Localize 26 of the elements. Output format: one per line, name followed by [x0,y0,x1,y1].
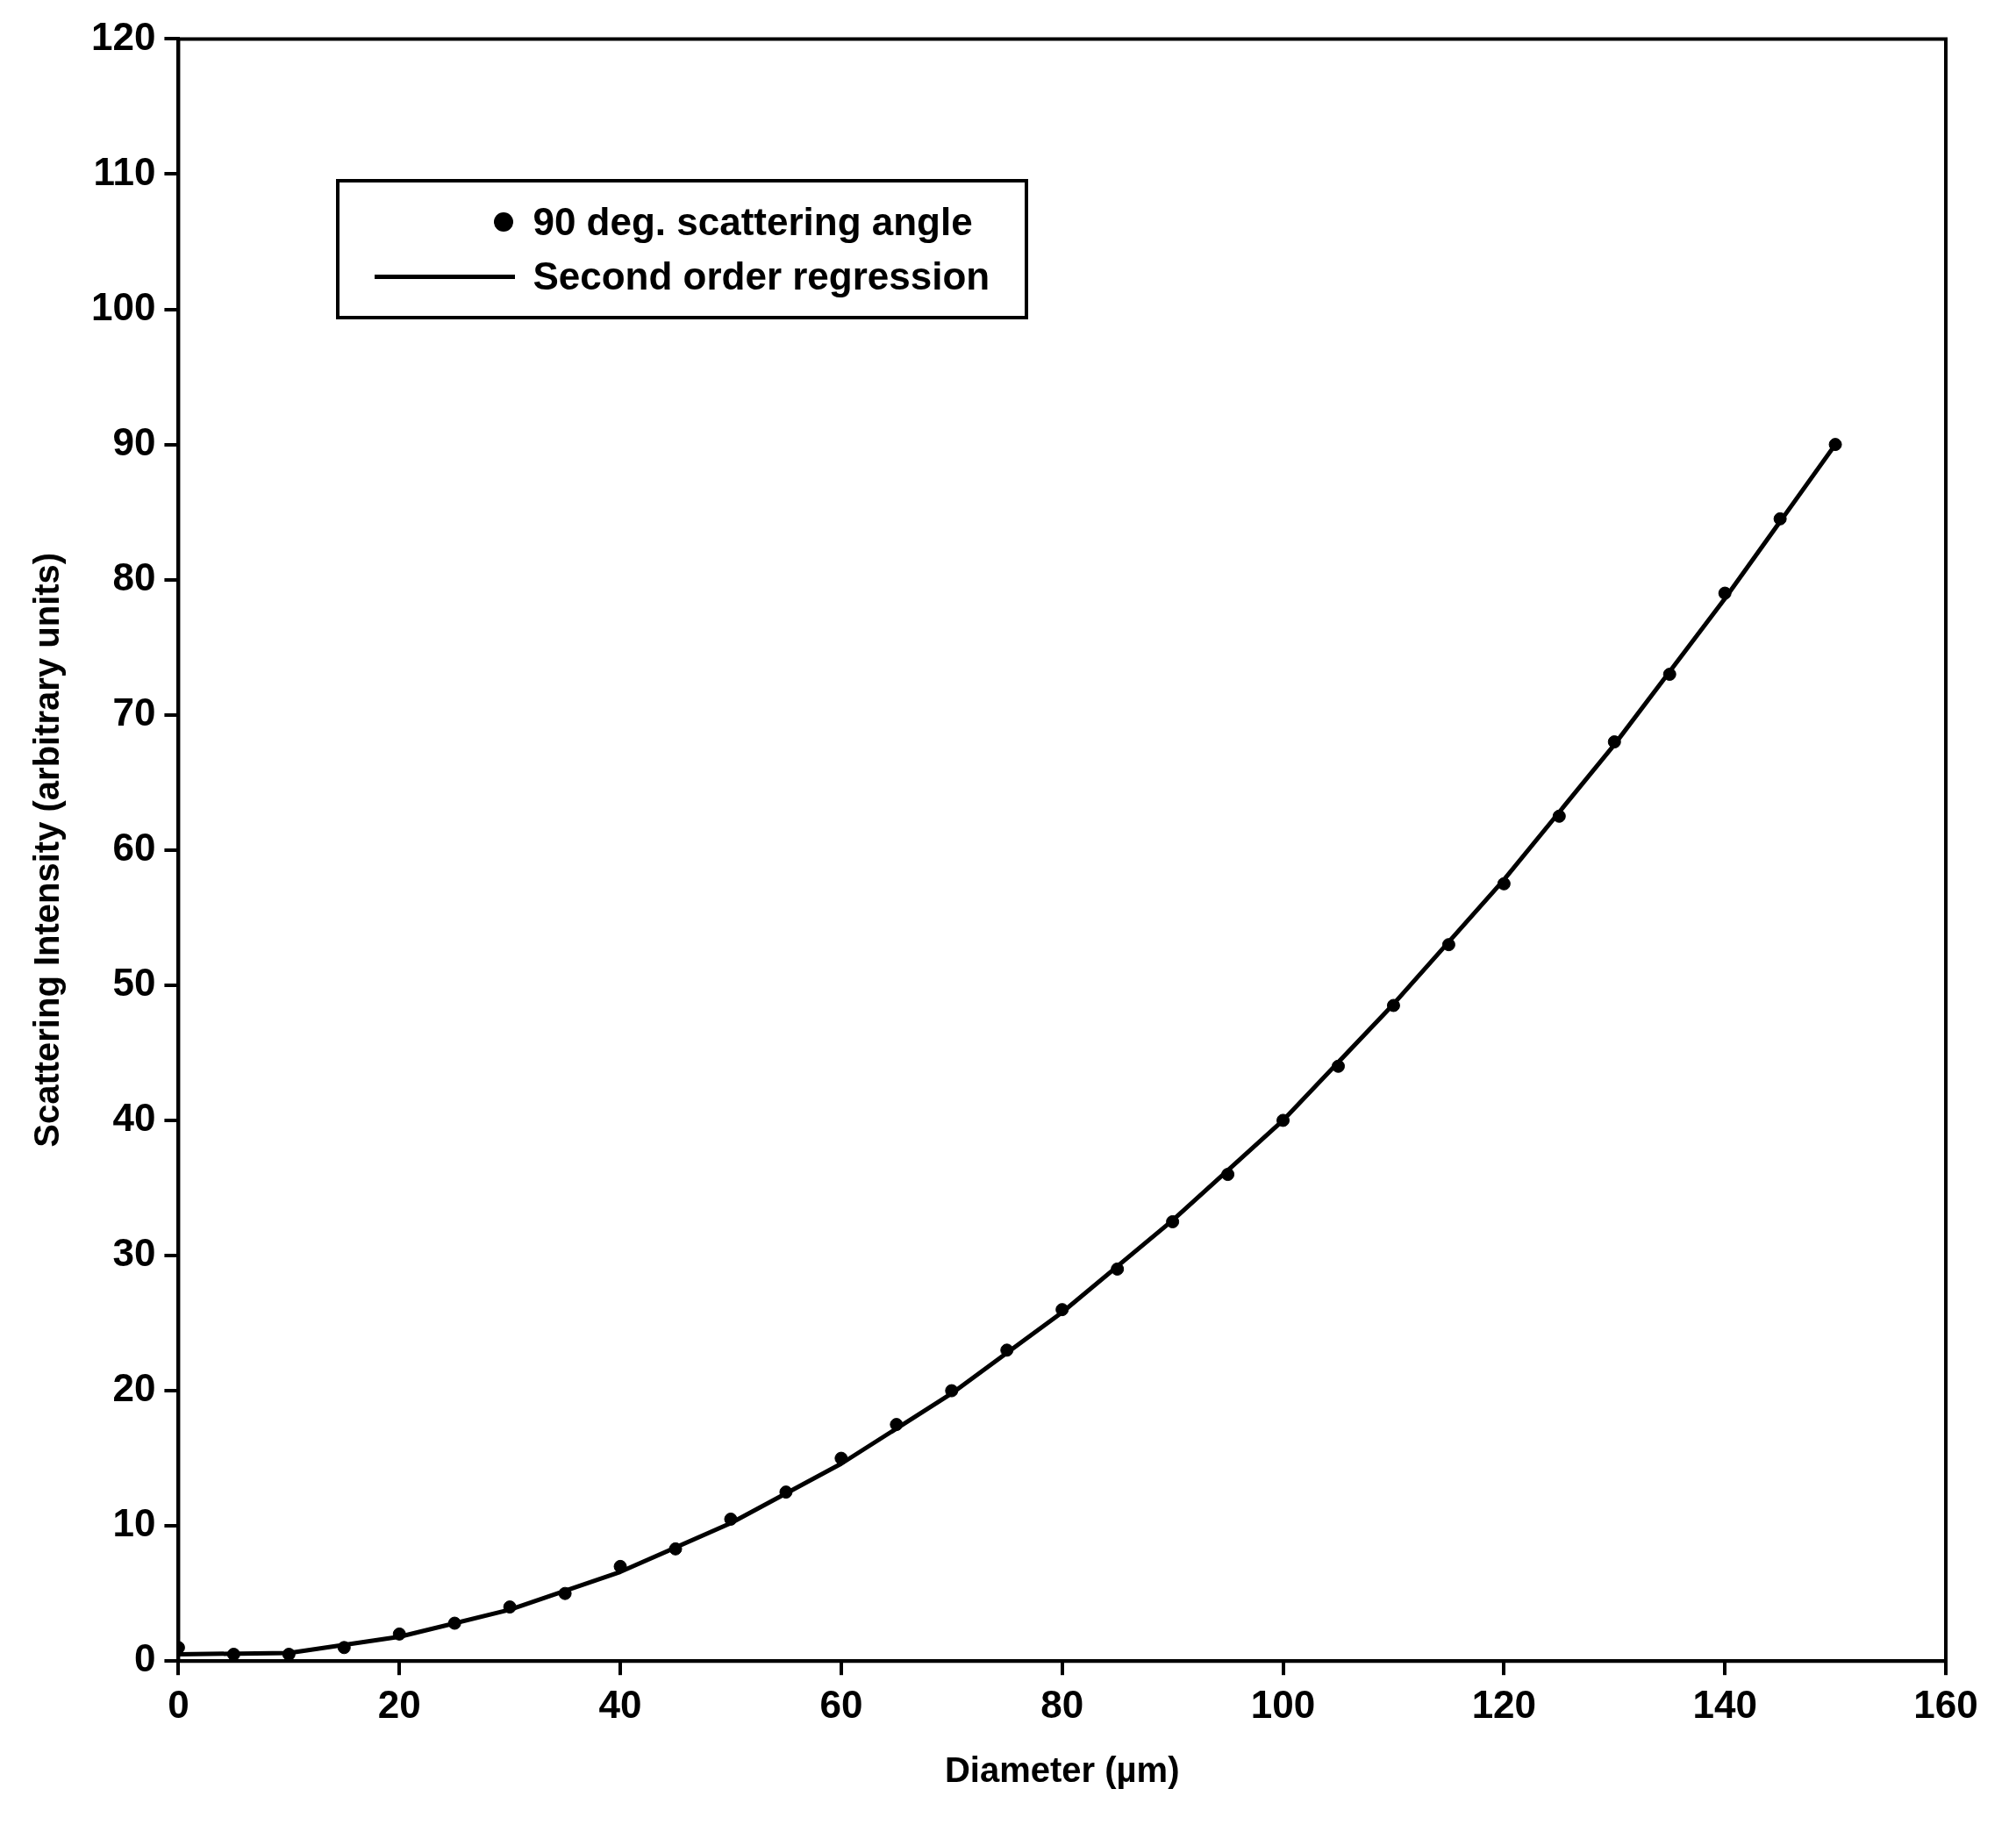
y-axis-title: Scattering Intensity (arbitrary units) [27,552,67,1148]
y-tick-label: 60 [112,825,156,869]
x-tick-label: 0 [168,1682,189,1726]
y-tick-label: 10 [112,1501,156,1545]
y-tick-label: 80 [112,555,156,598]
x-tick-label: 60 [819,1682,863,1726]
y-tick-label: 110 [93,149,156,193]
legend-label: 90 deg. scattering angle [533,199,973,246]
x-tick-label: 100 [1250,1682,1316,1726]
x-tick-label: 160 [1913,1682,1978,1726]
y-tick-label: 50 [112,961,156,1005]
x-tick-label: 120 [1471,1682,1537,1726]
legend-label: Second order regression [533,254,990,300]
x-tick-label: 140 [1692,1682,1757,1726]
x-tick-label: 80 [1040,1682,1084,1726]
y-tick-label: 70 [112,690,156,733]
y-tick-label: 90 [112,419,156,463]
y-tick-label: 120 [90,14,156,58]
x-tick-label: 40 [598,1682,642,1726]
x-axis-title: Diameter (µm) [944,1750,1180,1790]
y-tick-label: 40 [112,1096,156,1140]
y-tick-label: 30 [112,1231,156,1275]
y-tick-label: 0 [133,1636,156,1680]
y-tick-label: 100 [90,284,156,328]
y-tick-label: 20 [112,1366,156,1410]
x-tick-label: 20 [377,1682,421,1726]
